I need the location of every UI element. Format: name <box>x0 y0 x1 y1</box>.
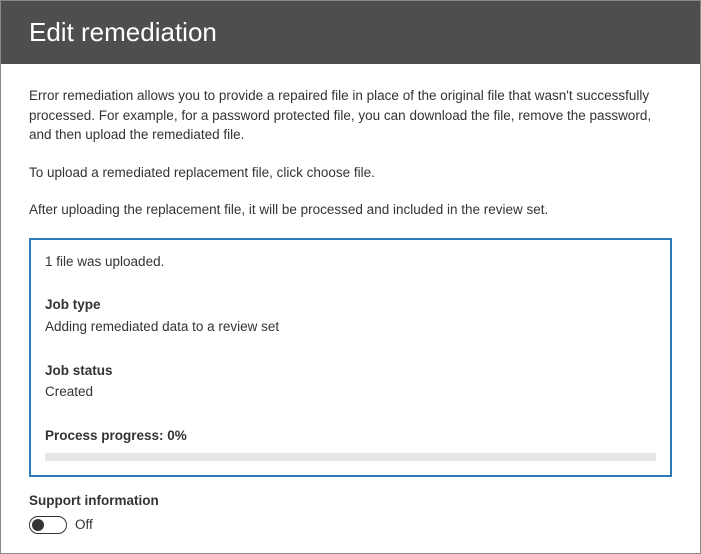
job-status-label: Job status <box>45 361 656 381</box>
job-type-label: Job type <box>45 295 656 315</box>
support-toggle[interactable] <box>29 516 67 534</box>
support-heading: Support information <box>29 491 672 511</box>
intro-text: Error remediation allows you to provide … <box>29 86 672 145</box>
job-type-value: Adding remediated data to a review set <box>45 317 656 337</box>
toggle-knob <box>32 519 44 531</box>
progress-bar <box>45 453 656 461</box>
panel-header: Edit remediation <box>1 1 700 64</box>
panel-content: Error remediation allows you to provide … <box>1 64 700 550</box>
support-toggle-row: Off <box>29 515 672 535</box>
support-toggle-state: Off <box>75 515 93 535</box>
support-section: Support information Off <box>29 491 672 534</box>
upload-hint-text: To upload a remediated replacement file,… <box>29 163 672 183</box>
progress-label: Process progress: 0% <box>45 426 656 446</box>
uploaded-message: 1 file was uploaded. <box>45 252 656 272</box>
after-upload-text: After uploading the replacement file, it… <box>29 200 672 220</box>
job-status-value: Created <box>45 382 656 402</box>
panel-title: Edit remediation <box>29 17 217 47</box>
upload-status-panel: 1 file was uploaded. Job type Adding rem… <box>29 238 672 477</box>
